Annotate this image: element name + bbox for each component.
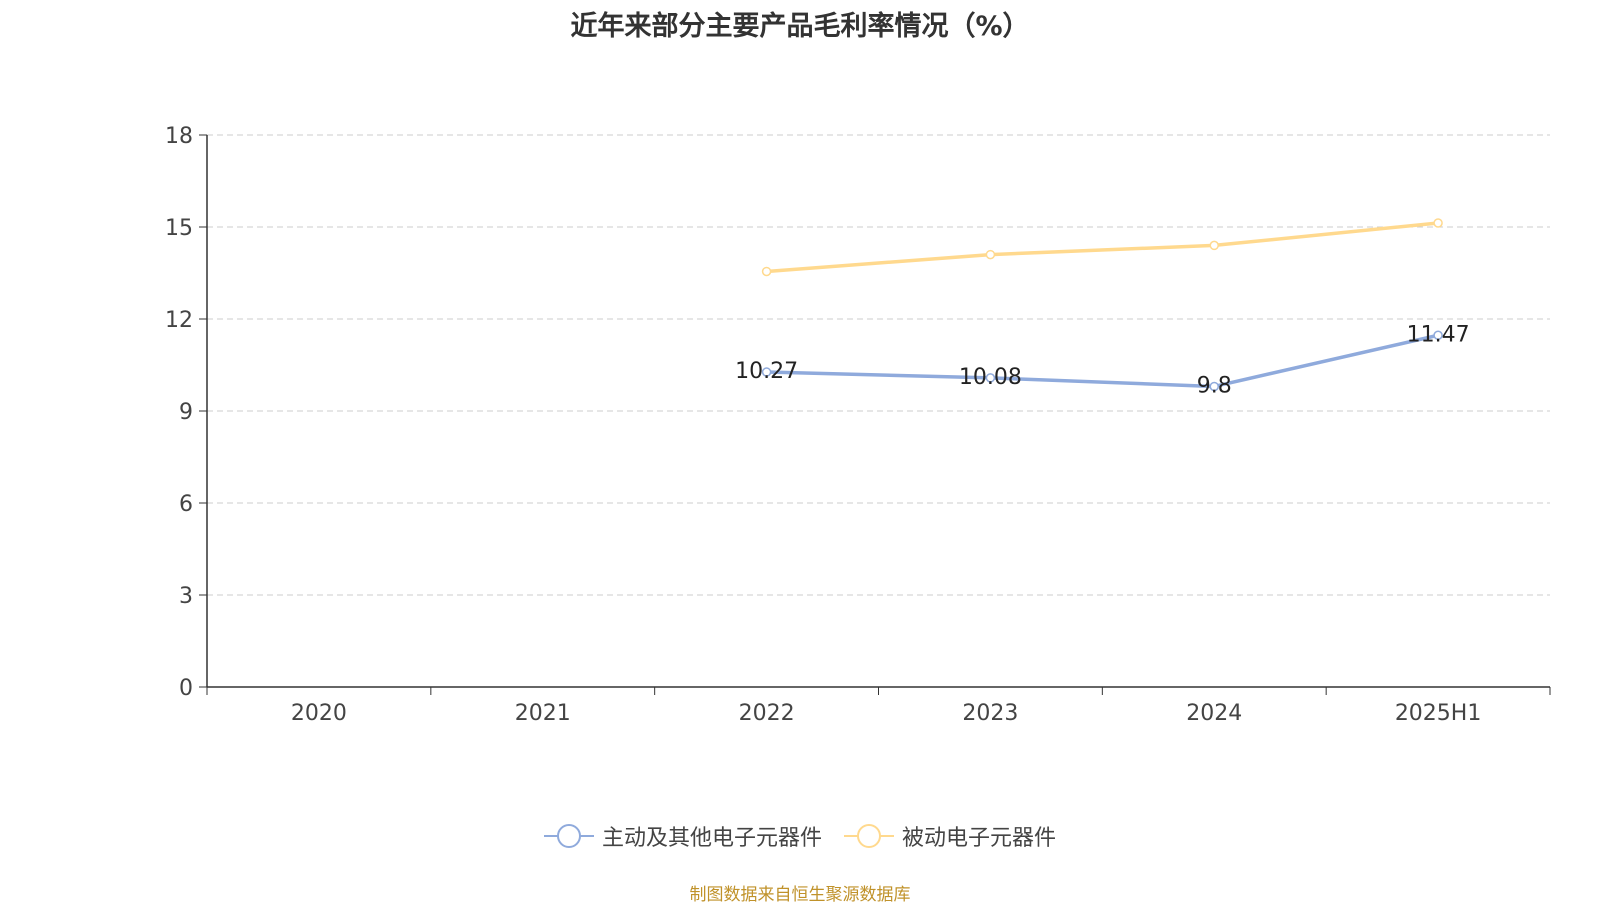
data-label: 10.27 xyxy=(735,359,798,384)
legend-label: 主动及其他电子元器件 xyxy=(601,826,822,851)
y-tick-label: 6 xyxy=(179,492,193,517)
series-line xyxy=(766,333,1439,389)
line-chart: 0 3 6 9 12 15 18 2020 2021 2022 2023 2024 2025H1 10.2… xyxy=(165,124,1551,726)
chart-legend: 主动及其他电子元器件 被动电子元器件 xyxy=(0,820,1600,852)
legend-marker-icon xyxy=(543,824,594,848)
x-tick-label: 2022 xyxy=(739,701,795,726)
x-tick-label: 2021 xyxy=(515,701,571,726)
data-point xyxy=(985,249,996,260)
legend-label: 被动电子元器件 xyxy=(902,826,1057,851)
data-point xyxy=(761,266,772,277)
chart-title: 近年来部分主要产品毛利率情况（%） xyxy=(570,11,1030,42)
data-label: 9.8 xyxy=(1197,373,1232,398)
legend-item-active-components[interactable]: 主动及其他电子元器件 xyxy=(543,820,822,852)
data-point xyxy=(1433,218,1443,228)
y-tick-label: 12 xyxy=(165,308,193,333)
data-label: 10.08 xyxy=(959,365,1022,390)
data-point xyxy=(1433,330,1443,341)
y-tick-label: 3 xyxy=(179,584,193,609)
x-tick-label: 2025H1 xyxy=(1395,701,1482,726)
data-point xyxy=(985,373,996,383)
y-tick-label: 18 xyxy=(165,124,193,149)
legend-item-passive-components[interactable]: 被动电子元器件 xyxy=(844,820,1056,852)
data-point xyxy=(761,367,772,377)
x-tick-label: 2020 xyxy=(291,701,347,726)
x-tick-label: 2023 xyxy=(962,701,1018,726)
data-label: 11.47 xyxy=(1407,322,1470,347)
data-point xyxy=(1209,381,1219,392)
x-tick-label: 2024 xyxy=(1186,701,1242,726)
y-tick-label: 9 xyxy=(179,400,193,425)
series-line xyxy=(766,221,1439,274)
legend-marker-icon xyxy=(844,824,894,848)
data-source-note: 制图数据来自恒生聚源数据库 xyxy=(689,885,911,905)
y-tick-label: 15 xyxy=(165,216,193,241)
data-point xyxy=(1209,240,1219,251)
y-tick-label: 0 xyxy=(179,676,193,701)
